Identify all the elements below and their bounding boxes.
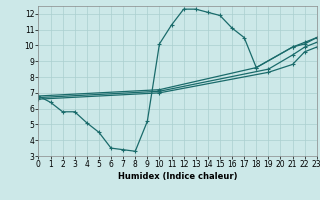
X-axis label: Humidex (Indice chaleur): Humidex (Indice chaleur) [118,172,237,181]
